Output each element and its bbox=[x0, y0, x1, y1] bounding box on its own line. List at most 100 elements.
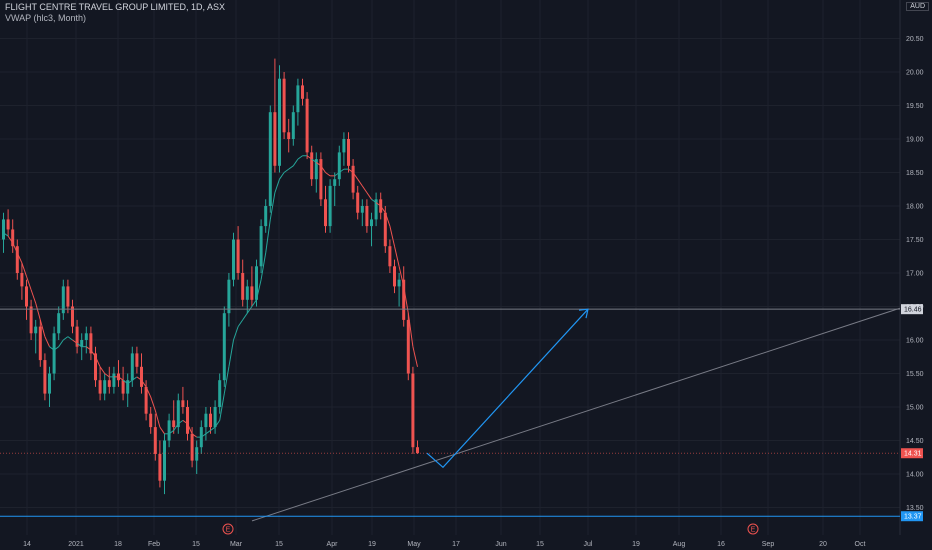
vwap-segment bbox=[127, 379, 133, 384]
vwap-segment bbox=[26, 276, 32, 290]
candle-body bbox=[126, 380, 130, 394]
candle-body bbox=[121, 380, 125, 394]
x-tick-label: 16 bbox=[717, 541, 725, 548]
x-tick-label: 19 bbox=[368, 541, 376, 548]
candle-body bbox=[98, 380, 102, 394]
vwap-segment bbox=[201, 433, 207, 438]
candle-body bbox=[402, 279, 406, 320]
vwap-segment bbox=[63, 336, 69, 341]
candle-body bbox=[209, 413, 212, 428]
vwap-segment bbox=[398, 266, 405, 287]
vwap-segment bbox=[86, 346, 92, 351]
candle-body bbox=[2, 219, 5, 240]
candle-body bbox=[291, 112, 295, 139]
vwap-segment bbox=[210, 426, 216, 431]
vwap-segment bbox=[394, 246, 400, 267]
vwap-segment bbox=[256, 279, 262, 300]
candle-body bbox=[305, 98, 309, 153]
vwap-segment bbox=[242, 312, 248, 321]
x-tick-label: Feb bbox=[148, 541, 160, 548]
vwap-segment bbox=[334, 172, 340, 177]
vwap-segment bbox=[168, 430, 174, 435]
vwap-segment bbox=[389, 225, 395, 247]
candle-body bbox=[393, 266, 396, 287]
earnings-marker-label: E bbox=[751, 527, 756, 534]
candle-body bbox=[388, 246, 392, 267]
candle-body bbox=[75, 326, 79, 347]
candle-body bbox=[365, 206, 369, 227]
x-tick-label: Jun bbox=[495, 541, 506, 548]
candle-body bbox=[347, 139, 350, 166]
y-tick-label: 15.00 bbox=[906, 405, 924, 412]
x-tick-label: 20 bbox=[819, 541, 827, 548]
vwap-segment bbox=[265, 219, 271, 253]
candle-body bbox=[416, 447, 419, 454]
vwap-segment bbox=[233, 326, 239, 341]
earnings-marker bbox=[222, 523, 234, 535]
candle-body bbox=[130, 353, 134, 381]
vwap-segment bbox=[154, 410, 161, 428]
candle-body bbox=[112, 373, 116, 387]
vwap-segment bbox=[16, 252, 23, 264]
vwap-segment bbox=[412, 346, 418, 367]
vwap-segment bbox=[191, 433, 197, 438]
x-tick-label: Jul bbox=[584, 541, 593, 548]
candle-body bbox=[383, 212, 387, 247]
vwap-segment bbox=[352, 172, 359, 180]
candle-body bbox=[282, 78, 286, 133]
vwap-segment bbox=[288, 165, 294, 170]
candle-body bbox=[57, 313, 61, 334]
vwap-segment bbox=[182, 419, 188, 425]
candle-body bbox=[89, 333, 93, 354]
candle-body bbox=[397, 279, 401, 287]
hline-price-label: 16.46 bbox=[904, 307, 922, 314]
trend-line bbox=[251, 307, 901, 522]
candle-body bbox=[103, 380, 107, 394]
vwap-segment bbox=[132, 376, 138, 381]
candle-body bbox=[38, 326, 42, 361]
vwap-segment bbox=[251, 299, 257, 307]
candle-body bbox=[172, 420, 176, 428]
vwap-segment bbox=[246, 306, 253, 314]
vwap-segment bbox=[30, 289, 37, 304]
vwap-segment bbox=[237, 319, 244, 327]
currency-badge[interactable]: AUD bbox=[906, 2, 929, 11]
vwap-segment bbox=[141, 379, 147, 388]
candle-body bbox=[328, 185, 332, 227]
candle-body bbox=[319, 159, 323, 200]
vwap-segment bbox=[325, 172, 331, 177]
vwap-segment bbox=[3, 232, 9, 237]
vwap-segment bbox=[53, 346, 59, 351]
candle-body bbox=[190, 433, 194, 461]
y-tick-label: 17.50 bbox=[906, 237, 924, 244]
vwap-segment bbox=[145, 386, 152, 398]
vwap-segment bbox=[39, 319, 46, 337]
vwap-segment bbox=[361, 185, 368, 193]
candle-body bbox=[222, 313, 226, 381]
y-tick-label: 18.00 bbox=[906, 204, 924, 211]
indicator-label: VWAP (hlc3, Month) bbox=[5, 13, 87, 23]
candle-body bbox=[149, 413, 153, 428]
vwap-segment bbox=[375, 202, 381, 207]
candle-body bbox=[153, 427, 157, 454]
candle-body bbox=[236, 239, 240, 273]
vwap-segment bbox=[292, 158, 299, 167]
y-tick-label: 17.00 bbox=[906, 271, 924, 278]
x-tick-label: 2021 bbox=[68, 541, 84, 548]
candle-body bbox=[406, 319, 410, 374]
vwap-segment bbox=[348, 168, 354, 173]
candle-body bbox=[241, 273, 245, 300]
y-tick-label: 16.00 bbox=[906, 338, 924, 345]
candle-body bbox=[337, 152, 341, 180]
candle-body bbox=[268, 112, 272, 206]
chart-title: FLIGHT CENTRE TRAVEL GROUP LIMITED, 1D, … bbox=[5, 2, 226, 12]
candle-body bbox=[250, 286, 254, 300]
candle-body bbox=[374, 199, 378, 220]
vwap-segment bbox=[311, 158, 317, 163]
x-tick-label: 19 bbox=[632, 541, 640, 548]
candle-body bbox=[140, 366, 143, 387]
candle-body bbox=[195, 447, 199, 461]
vwap-segment bbox=[339, 168, 345, 173]
projection-arrow bbox=[426, 308, 589, 469]
